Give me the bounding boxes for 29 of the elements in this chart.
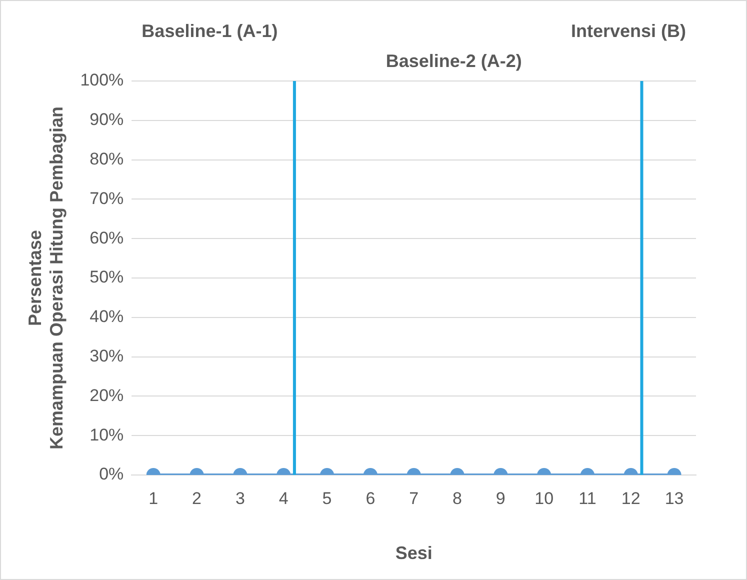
y-tick-label: 90% bbox=[90, 110, 124, 130]
y-tick-label: 20% bbox=[90, 386, 124, 405]
x-tick-label: 2 bbox=[192, 488, 202, 508]
x-tick-label: 12 bbox=[621, 488, 640, 508]
x-tick-label: 7 bbox=[409, 488, 419, 508]
x-tick-label: 5 bbox=[322, 488, 332, 508]
y-axis-title: Persentase Kemampuan Operasi Hitung Pembagian bbox=[24, 106, 66, 450]
y-tick-label: 100% bbox=[80, 70, 124, 90]
y-tick-label: 80% bbox=[90, 149, 124, 168]
x-axis-title: Sesi bbox=[395, 543, 432, 564]
y-tick-label: 0% bbox=[99, 464, 124, 484]
y-tick-label: 50% bbox=[90, 268, 124, 287]
text: Baseline-2 (A-2) bbox=[386, 51, 522, 71]
x-tick-label: 10 bbox=[534, 488, 554, 508]
y-tick-label: 70% bbox=[90, 188, 124, 208]
x-tick-label: 4 bbox=[278, 488, 288, 508]
x-tick-label: 9 bbox=[496, 488, 506, 508]
text: Intervensi (B) bbox=[570, 21, 686, 41]
x-tick-label: 1 bbox=[148, 488, 158, 508]
x-tick-label: 3 bbox=[235, 488, 245, 508]
x-tick-label: 6 bbox=[366, 488, 376, 508]
x-tick-label: 11 bbox=[578, 488, 596, 508]
x-tick-label: 8 bbox=[452, 488, 462, 508]
y-tick-label: 10% bbox=[90, 425, 124, 444]
y-tick-label: 30% bbox=[90, 346, 124, 366]
y-tick-label: 60% bbox=[90, 228, 124, 248]
y-tick-label: 40% bbox=[90, 307, 124, 326]
text: Baseline-1 (A-1) bbox=[142, 21, 278, 41]
x-tick-label: 13 bbox=[664, 488, 684, 508]
